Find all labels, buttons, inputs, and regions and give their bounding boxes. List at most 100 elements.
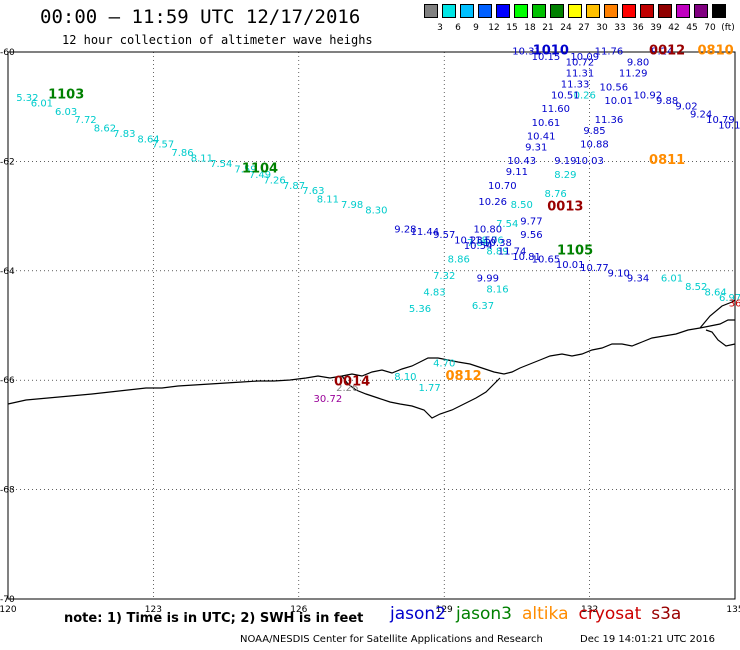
data-point-jason2: 10.77: [580, 263, 609, 274]
data-point-jason2: 9.28: [394, 225, 416, 236]
data-point-jason2: 9.88: [656, 96, 678, 107]
data-point-jason3: 7.54: [210, 159, 232, 170]
data-point-jason3: 7.86: [171, 148, 193, 159]
y-tick-label: -70: [0, 595, 15, 605]
data-point-jason2: 9.80: [627, 58, 649, 69]
data-point-jason2: 11.33: [561, 80, 590, 91]
note-text: note: 1) Time is in UTC; 2) SWH is in fe…: [64, 611, 364, 626]
data-point-jason3: 5.36: [409, 304, 431, 315]
data-point-jason3: 8.86: [448, 255, 470, 266]
chart-subtitle: 12 hour collection of altimeter wave hei…: [62, 33, 373, 47]
x-tick-label: 120: [0, 605, 17, 615]
colorbar-label: 6: [455, 23, 461, 33]
data-point-jason2: 9.56: [520, 230, 542, 241]
data-point-jason2: 10.31: [512, 47, 541, 58]
colorbar-swatch: [496, 4, 510, 18]
data-point-jason3: 8.64: [137, 134, 159, 145]
legend-item-cryosat: cryosat: [578, 604, 642, 624]
data-point-jason2: 11.60: [541, 104, 570, 115]
data-point-jason3: 1.77: [419, 383, 441, 394]
time-label: 0810: [698, 44, 734, 59]
data-point-jason3: 8.89: [486, 246, 508, 257]
colorbar-swatch: [424, 4, 438, 18]
time-label: 1104: [242, 161, 278, 176]
data-point-jason3: 8.30: [365, 205, 387, 216]
colorbar-label: 42: [668, 23, 680, 33]
data-point-jason3: 8.62: [94, 123, 116, 134]
colorbar-label: 24: [560, 23, 572, 33]
data-point-jason2: 9.24: [690, 110, 712, 121]
colorbar-swatch: [712, 4, 726, 18]
colorbar-swatch: [640, 4, 654, 18]
colorbar-swatch: [658, 4, 672, 18]
data-point-jason3: 7.49: [249, 170, 271, 181]
data-point-jason3: 6.01: [31, 99, 53, 110]
time-label: 0012: [649, 44, 685, 59]
y-tick-label: -64: [0, 267, 15, 277]
credit-text: NOAA/NESDIS Center for Satellite Applica…: [240, 634, 543, 645]
colorbar-swatch: [460, 4, 474, 18]
data-point-jason2: 10.43: [507, 156, 536, 167]
data-point-jason3: 0.26: [574, 90, 596, 101]
data-point-jason3: 7.54: [496, 219, 518, 230]
data-point-jason2: 11.36: [595, 115, 624, 126]
x-tick-label: 123: [145, 605, 162, 615]
time-label: 0013: [547, 200, 583, 215]
time-labels: 1103 1104 1010 0012 0810 0811 0013 1105 0014 0812: [48, 44, 734, 390]
legend-item-jason2: jason2: [390, 604, 446, 624]
legend-item-altika: altika: [522, 604, 569, 624]
data-point-jason2: 10.03: [575, 156, 604, 167]
data-point-jason2: 10.15: [532, 52, 561, 63]
data-point-jason2: 10.09: [570, 52, 599, 63]
data-point-jason3: 6.97: [719, 293, 740, 304]
data-point-jason3: 7.98: [341, 200, 363, 211]
legend-item-jason3: jason3: [456, 604, 512, 624]
x-tick-label: 129: [436, 605, 453, 615]
coastline: [7, 319, 735, 405]
colorbar-swatch: [532, 4, 546, 18]
coastline-inlet: [341, 375, 501, 419]
colorbar-swatch: [622, 4, 636, 18]
data-point-altika: 2.26: [336, 383, 358, 394]
chart-title: 00:00 – 11:59 UTC 12/17/2016: [40, 6, 361, 28]
data-point-jason3: 6.03: [55, 107, 77, 118]
colorbar-label: 18: [524, 23, 536, 33]
data-point-jason2: 11.50: [469, 235, 498, 246]
data-point-jason3: 8.52: [685, 282, 707, 293]
data-point-jason2: 11.76: [595, 47, 624, 58]
data-point-jason2: 9.10: [608, 268, 630, 279]
x-tick-label: 126: [290, 605, 307, 615]
data-point-jason2: 9.11: [506, 167, 528, 178]
data-point-jason3: 8.11: [317, 194, 339, 205]
data-point-jason3: 8.76: [482, 235, 504, 246]
y-tick-label: -68: [0, 486, 15, 496]
data-point-jason2: 10.23: [454, 235, 483, 246]
colorbar-swatch: [514, 4, 528, 18]
data-point-jason2: 9.24: [651, 47, 673, 58]
legend-item-s3a: s3a: [651, 604, 682, 624]
time-label: 1105: [557, 243, 593, 258]
data-point-s3a: 36.9: [729, 298, 740, 309]
data-point-jason2: 9.99: [477, 274, 499, 285]
data-point-jason3: 8.64: [704, 287, 726, 298]
data-point-jason2: 10.01: [604, 96, 633, 107]
x-tick-label: 135: [726, 605, 740, 615]
axis-labels: 120 123 126 129 132 135 -60 -62 -64 -66 -68 -70: [0, 48, 740, 615]
data-point-jason2: 9.34: [627, 274, 649, 285]
colorbar-swatch: [442, 4, 456, 18]
data-point-jason3: 7.57: [152, 140, 174, 151]
data-point-jason2: 10.70: [488, 181, 517, 192]
colorbar-label: 39: [650, 23, 662, 33]
data-point-jason3: 7.83: [113, 129, 135, 140]
data-point-jason3: 8.76: [545, 189, 567, 200]
data-point-jason2: 10.56: [600, 82, 629, 93]
time-label: 0014: [334, 375, 370, 390]
data-point-jason2: 10.54: [464, 241, 493, 252]
data-point-jason3: 7.26: [263, 175, 285, 186]
data-point-jason3: 4.83: [423, 287, 445, 298]
data-marks: 5.326.016.037.728.627.83 8.647.577.868.11…: [16, 47, 740, 405]
data-point-jason3: 7.86: [467, 238, 489, 249]
colorbar-swatch: [676, 4, 690, 18]
data-point-jason3: 7.32: [433, 271, 455, 282]
